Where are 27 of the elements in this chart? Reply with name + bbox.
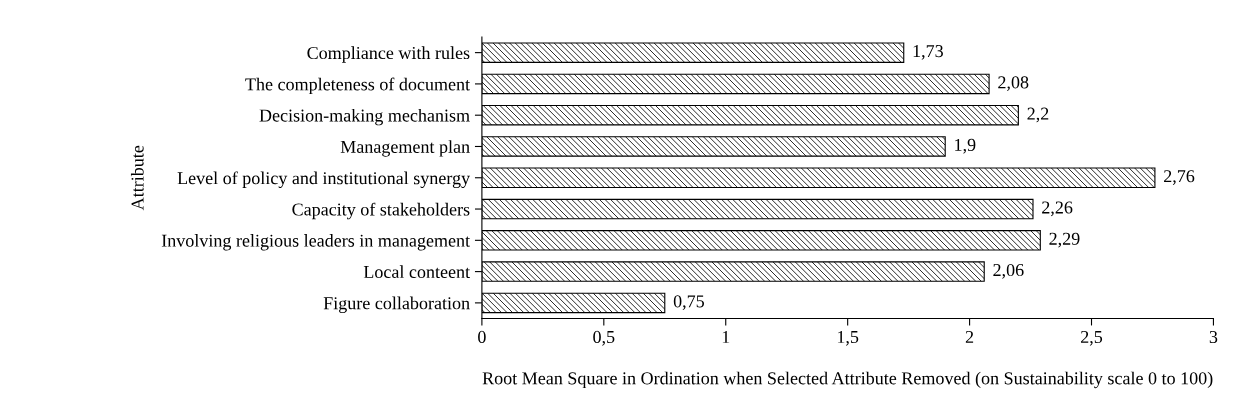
data-label: 2,26	[1042, 201, 1073, 217]
y-tick-label: Management plan	[340, 140, 470, 157]
x-tick-label: 1	[722, 330, 730, 343]
data-label: 2,29	[1049, 232, 1080, 248]
y-tick-label: Compliance with rules	[307, 46, 470, 63]
data-label: 2,06	[993, 263, 1024, 279]
y-tick-label: Capacity of stakeholders	[292, 202, 470, 220]
data-label: 2,76	[1164, 170, 1195, 185]
y-tick-label: Level of policy and institutional synergy	[177, 171, 471, 189]
x-axis-title: Root Mean Square in Ordination when Selected Attribute Removed (on Sustainability scale 0 to 100)	[482, 371, 1213, 389]
x-tick-label: 3	[1209, 330, 1218, 344]
x-tick-label: 0	[478, 330, 486, 344]
x-tick-label: 2	[965, 330, 974, 343]
y-tick-label: Decision-making mechanism	[259, 108, 470, 126]
y-axis-title: Attribute	[130, 145, 144, 211]
x-tick-label: 0,5	[593, 330, 615, 346]
data-label: 0,75	[673, 295, 705, 310]
data-label: 1,73	[913, 45, 943, 60]
x-tick-label: 2,5	[1081, 330, 1103, 346]
data-label: 2,08	[998, 76, 1029, 92]
data-label: 1,9	[955, 138, 976, 154]
data-label: 2,2	[1027, 107, 1049, 123]
y-tick-label: Figure collaboration	[323, 296, 470, 314]
y-tick-label: The completeness of document	[245, 77, 470, 95]
y-tick-label: Local conteent	[363, 265, 470, 279]
y-tick-label: Involving religious leaders in management	[161, 234, 470, 251]
x-tick-label: 1,5	[837, 330, 859, 346]
